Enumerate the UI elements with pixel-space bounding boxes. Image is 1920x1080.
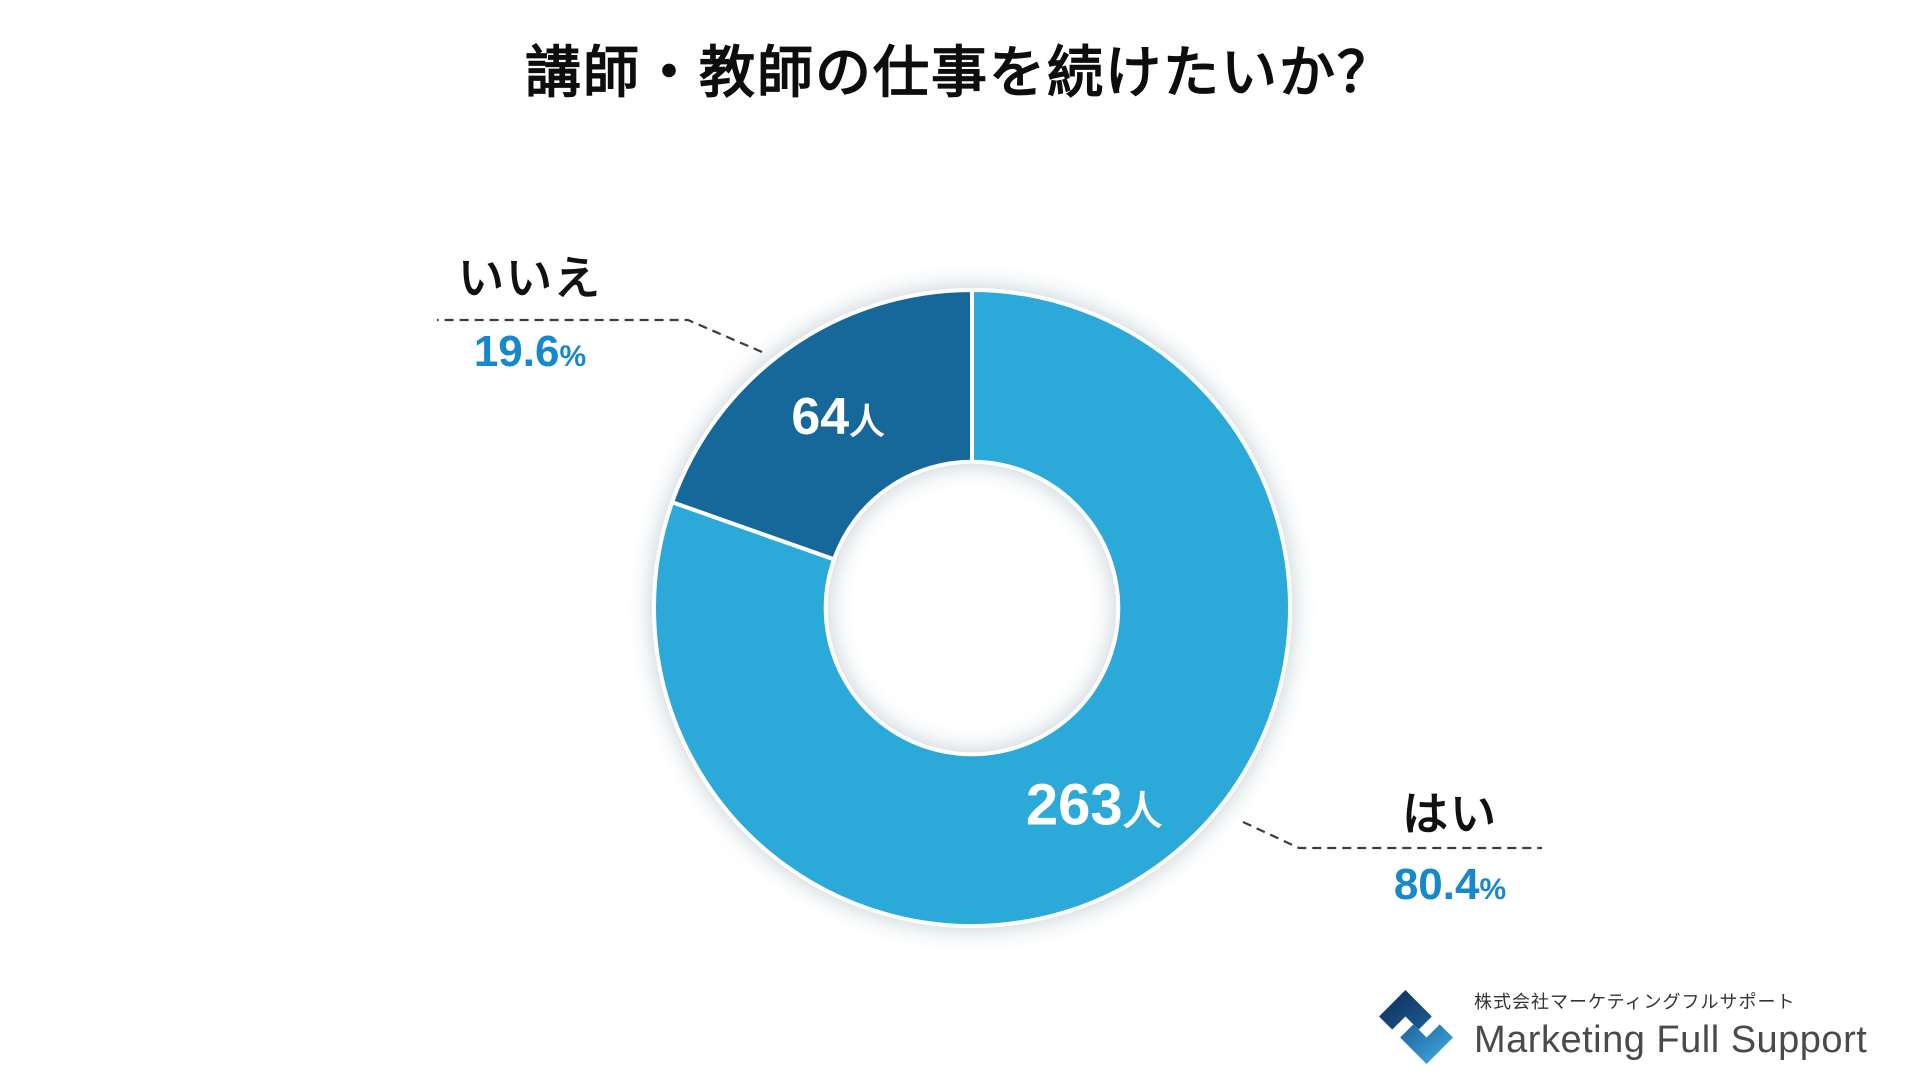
donut-segment-1 (670, 288, 974, 562)
slice-value-yes-number: 263 (1025, 772, 1123, 838)
callout-yes-percent-value: 80.4 (1393, 860, 1480, 909)
callout-yes-percent-symbol: % (1479, 873, 1507, 906)
callout-no-percent: 19.6% (430, 330, 630, 374)
chart-title: 講師・教師の仕事を続けたいか？ (525, 41, 1395, 104)
callout-no-label: いいえ (458, 252, 602, 304)
company-name-japanese: 株式会社マーケティングフルサポート (1474, 992, 1796, 1012)
slice-value-no: 64人 (791, 387, 884, 447)
slice-value-no-unit: 人 (849, 403, 885, 442)
logo-chevron-top (1379, 990, 1432, 1030)
callout-no-percent-value: 19.6 (473, 327, 560, 376)
donut-chart (652, 288, 1292, 928)
company-name-english: Marketing Full Support (1474, 1019, 1868, 1061)
footer-company-text: 株式会社マーケティングフルサポート Marketing Full Support (1474, 980, 1867, 1059)
callout-yes-percent: 80.4% (1350, 863, 1550, 907)
slice-value-yes: 263人 (1026, 772, 1162, 839)
slice-value-yes-unit: 人 (1122, 789, 1163, 834)
callout-yes: はい 80.4% (1350, 788, 1550, 907)
callout-yes-label: はい (1402, 788, 1498, 840)
donut-segment-0 (652, 288, 1292, 928)
slice-value-no-number: 64 (791, 388, 850, 446)
footer-logo: 株式会社マーケティングフルサポート Marketing Full Support (1372, 980, 1867, 1074)
company-logo-icon (1379, 990, 1453, 1064)
logo-chevron-bottom (1400, 1024, 1453, 1064)
callout-no: いいえ 19.6% (430, 252, 630, 374)
callout-no-percent-symbol: % (559, 340, 587, 373)
